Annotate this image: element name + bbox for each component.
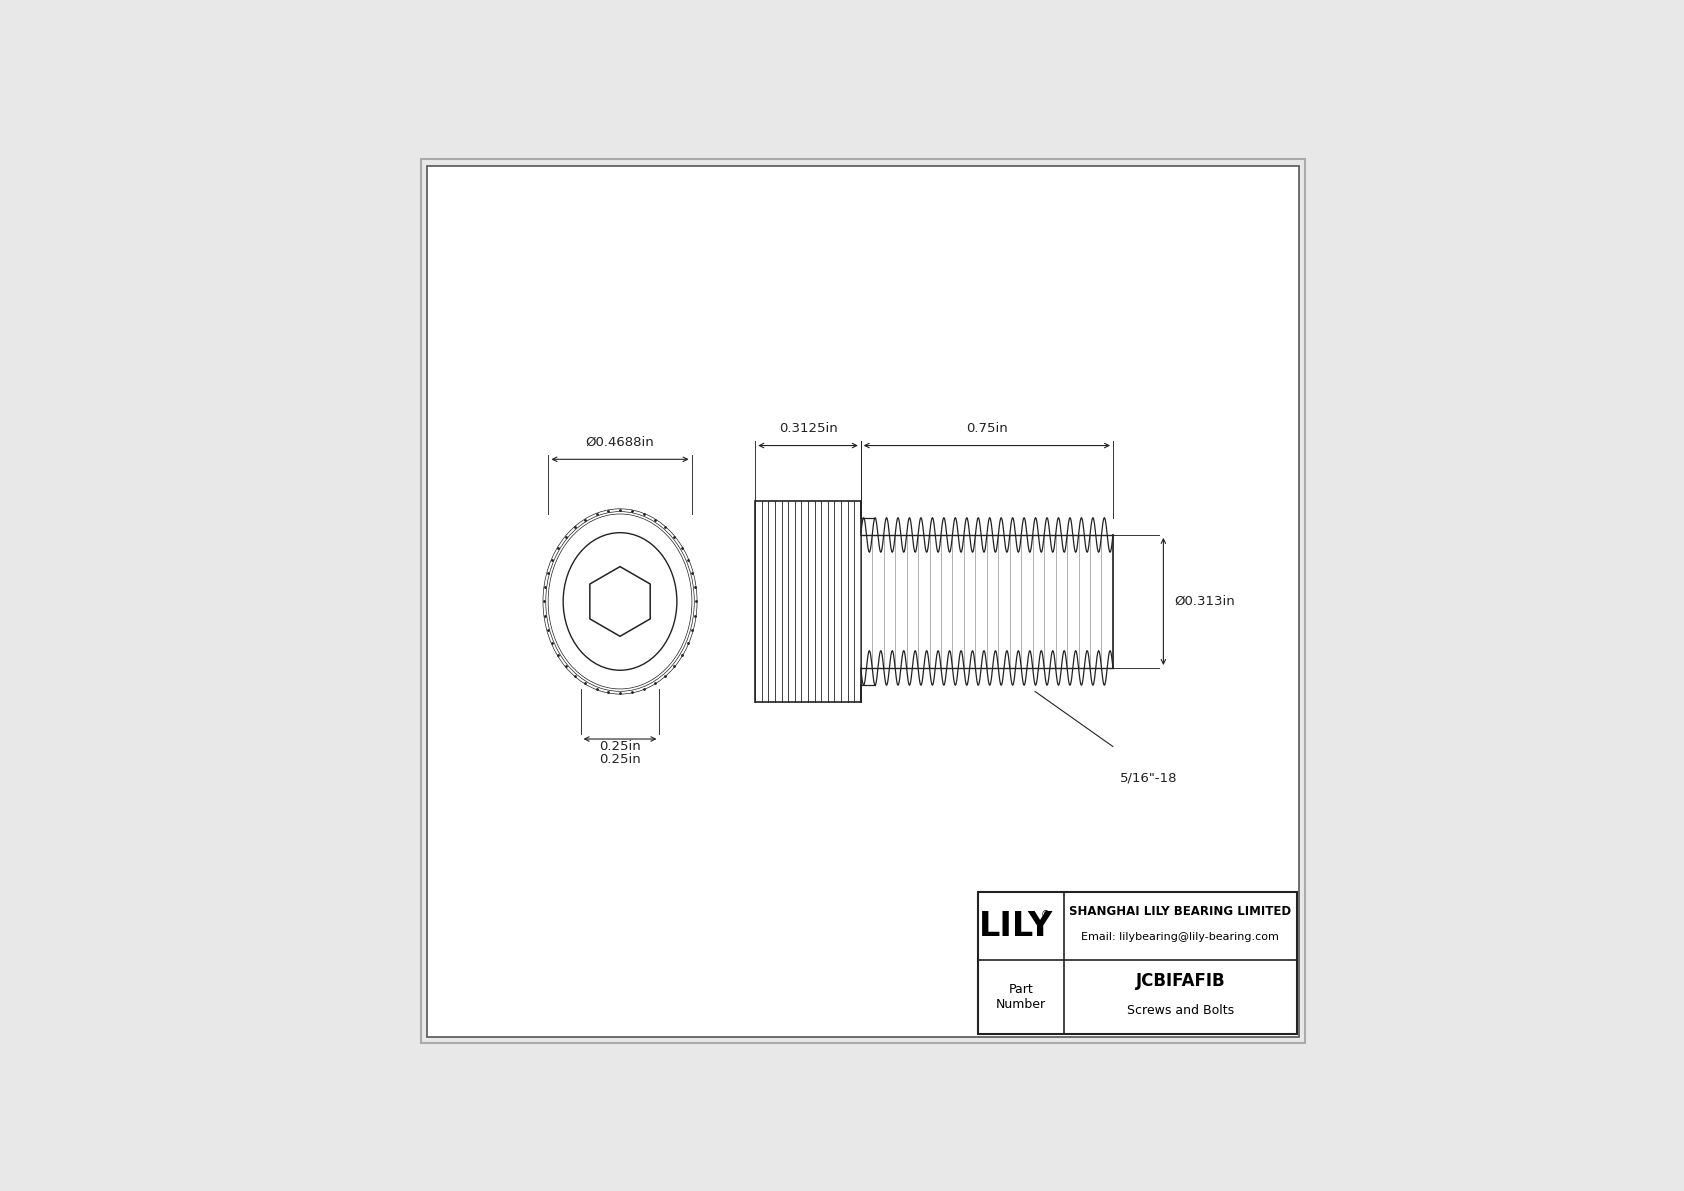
Text: SHANGHAI LILY BEARING LIMITED: SHANGHAI LILY BEARING LIMITED (1069, 905, 1292, 918)
Text: LILY: LILY (978, 910, 1052, 943)
Text: 5/16"-18: 5/16"-18 (1120, 771, 1177, 784)
Bar (1133, 892, 1162, 943)
Bar (756, 500, 861, 703)
Bar (1162, 903, 1221, 934)
Polygon shape (861, 518, 1113, 685)
Bar (1140, 892, 1155, 905)
Text: Part
Number: Part Number (995, 984, 1046, 1011)
Text: JCBIFAFIB: JCBIFAFIB (1135, 972, 1226, 990)
Bar (978, 892, 1297, 1034)
Ellipse shape (562, 532, 677, 671)
Text: 0.25in: 0.25in (600, 740, 642, 753)
Ellipse shape (549, 515, 692, 688)
Bar (978, 892, 1297, 1034)
Text: Email: lilybearing@lily-bearing.com: Email: lilybearing@lily-bearing.com (1081, 933, 1280, 942)
Polygon shape (589, 567, 650, 636)
Text: 0.25in: 0.25in (600, 753, 642, 766)
Text: Ø0.4688in: Ø0.4688in (586, 435, 655, 448)
Text: Ø0.313in: Ø0.313in (1174, 596, 1234, 607)
Text: ®: ® (1041, 910, 1051, 921)
Text: 0.75in: 0.75in (967, 422, 1007, 435)
Text: Screws and Bolts: Screws and Bolts (1127, 1004, 1234, 1017)
Text: 0.3125in: 0.3125in (778, 422, 837, 435)
